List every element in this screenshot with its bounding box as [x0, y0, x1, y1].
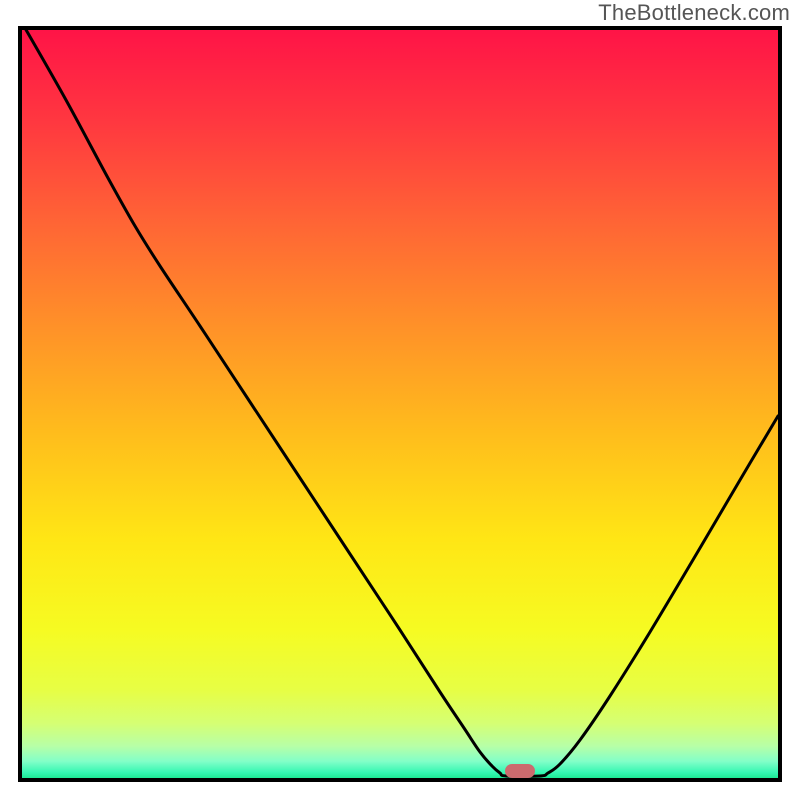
attribution-text: TheBottleneck.com [598, 0, 790, 26]
bottleneck-chart [0, 0, 800, 800]
gradient-background [20, 28, 780, 780]
minimum-marker [505, 764, 535, 778]
chart-container: { "attribution": { "text": "TheBottlenec… [0, 0, 800, 800]
